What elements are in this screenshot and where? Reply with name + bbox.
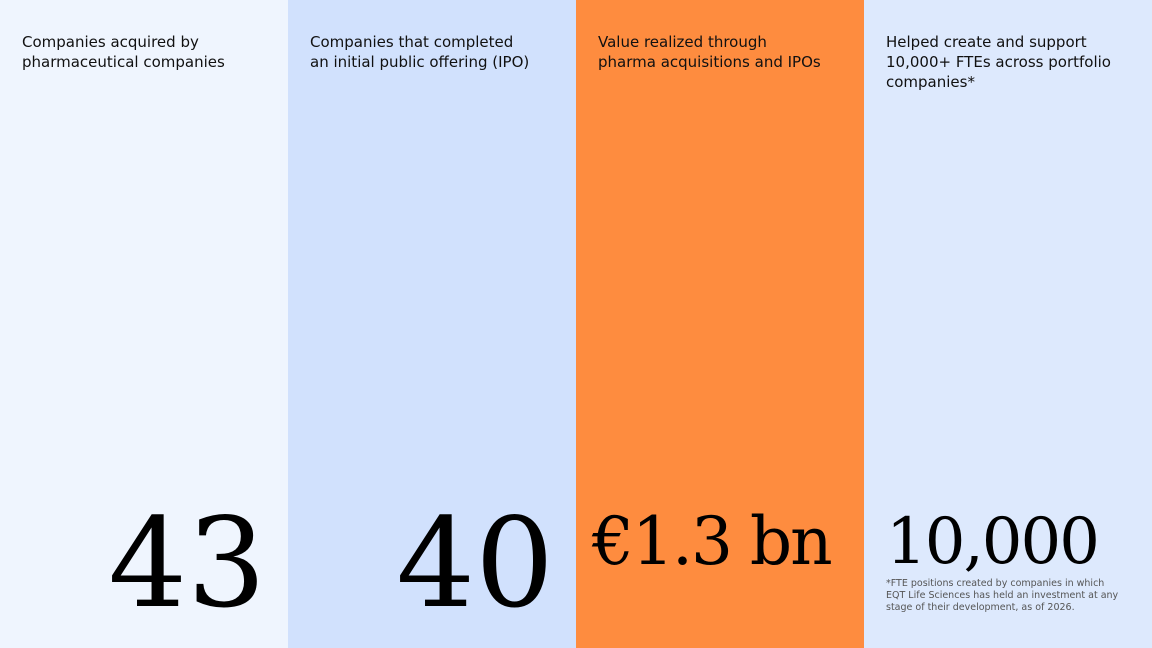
panel-label: Companies acquired by pharmaceutical comp…: [22, 32, 266, 72]
stat-value: 40: [396, 492, 554, 636]
panel-label: Value realized through pharma acquisition…: [598, 32, 842, 72]
label-line: Companies that completed: [310, 33, 514, 51]
footnote-line: stage of their development, as of 2026.: [886, 602, 1075, 613]
stat-value: 43: [108, 492, 266, 636]
label-line: pharma acquisitions and IPOs: [598, 53, 821, 71]
panel-label: Companies that completed an initial publi…: [310, 32, 554, 72]
stat-panel: Companies that completed an initial publi…: [288, 0, 576, 648]
stat-value: 10,000: [886, 505, 1100, 579]
footnote-line: *FTE positions created by companies in w…: [886, 578, 1105, 589]
stat-panel: Value realized through pharma acquisition…: [576, 0, 864, 648]
stat-panel: Helped create and support 10,000+ FTEs ac…: [864, 0, 1152, 648]
label-line: companies*: [886, 73, 975, 91]
stat-value: €1.3 bn: [592, 503, 833, 580]
footnote-line: EQT Life Sciences has held an investment…: [886, 590, 1119, 601]
label-line: 10,000+ FTEs across portfolio: [886, 53, 1111, 71]
label-line: pharmaceutical companies: [22, 53, 225, 71]
panel-label: Helped create and support 10,000+ FTEs ac…: [886, 32, 1130, 92]
label-line: Value realized through: [598, 33, 767, 51]
footnote: *FTE positions created by companies in w…: [886, 578, 1118, 614]
label-line: Companies acquired by: [22, 33, 199, 51]
label-line: an initial public offering (IPO): [310, 53, 530, 71]
stat-panel: Companies acquired by pharmaceutical comp…: [0, 0, 288, 648]
label-line: Helped create and support: [886, 33, 1087, 51]
